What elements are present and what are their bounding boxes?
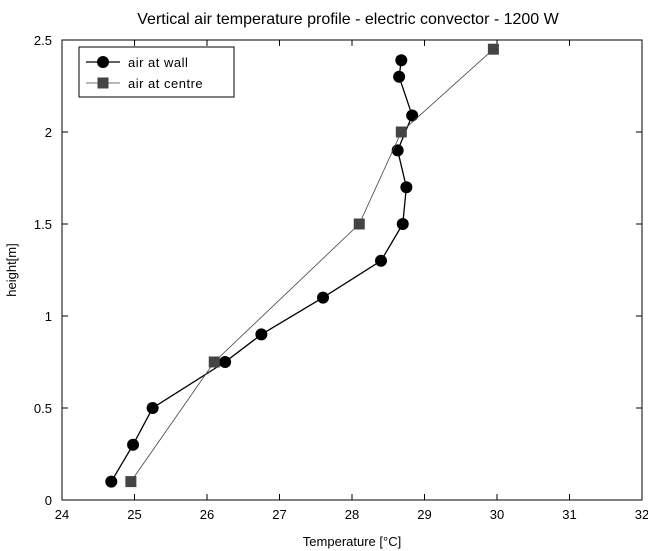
x-tick-label: 27 — [272, 507, 286, 522]
y-tick-label: 1 — [45, 309, 52, 324]
y-tick-label: 0.5 — [34, 401, 52, 416]
legend-marker-air-at-wall — [97, 56, 109, 68]
x-tick-label: 24 — [55, 507, 69, 522]
x-tick-label: 32 — [635, 507, 648, 522]
x-axis-label: Temperature [°C] — [303, 534, 401, 549]
data-point-air-at-wall — [393, 70, 406, 83]
data-point-air-at-wall — [146, 402, 159, 414]
legend-label-air-at-wall: air at wall — [128, 55, 188, 70]
data-point-air-at-centre — [395, 126, 407, 138]
legend-box — [78, 46, 235, 98]
data-point-air-at-wall — [219, 356, 232, 368]
x-tick-label: 28 — [345, 507, 359, 522]
legend: air at wall air at centre — [78, 46, 235, 98]
x-tick-label: 29 — [417, 507, 431, 522]
x-tick-label: 25 — [127, 507, 141, 522]
data-point-air-at-centre — [208, 356, 220, 368]
series-line-air-at-centre — [130, 48, 494, 482]
data-point-air-at-wall — [255, 328, 268, 341]
y-tick-label: 2 — [45, 125, 52, 140]
y-axis: 0 0.5 1 1.5 2 2.5 — [34, 33, 642, 508]
x-axis: 24 25 26 27 28 29 30 31 32 — [55, 40, 648, 522]
data-point-air-at-centre — [125, 476, 137, 488]
data-point-air-at-wall — [105, 475, 118, 488]
plot-frame — [61, 39, 643, 501]
data-point-air-at-wall — [406, 109, 419, 122]
data-point-air-at-wall — [400, 181, 413, 194]
x-tick-label: 26 — [200, 507, 214, 522]
y-tick-label: 1.5 — [34, 217, 52, 232]
legend-marker-air-at-centre — [97, 77, 109, 89]
legend-label-air-at-centre: air at centre — [128, 76, 203, 91]
data-point-air-at-wall — [395, 54, 408, 67]
data-point-air-at-wall — [375, 254, 387, 267]
y-tick-label: 0 — [45, 493, 52, 508]
data-point-air-at-wall — [391, 144, 404, 157]
chart-title: Vertical air temperature profile - elect… — [137, 11, 559, 28]
series-line-air-at-wall — [110, 60, 413, 482]
data-point-air-at-centre — [353, 218, 365, 230]
y-tick-label: 2.5 — [34, 33, 52, 48]
data-point-air-at-wall — [396, 218, 409, 230]
data-point-air-at-wall — [317, 291, 329, 304]
x-tick-label: 31 — [562, 507, 576, 522]
series-layer — [105, 43, 499, 488]
x-tick-label: 30 — [490, 507, 504, 522]
data-point-air-at-centre — [487, 43, 499, 55]
data-point-air-at-wall — [127, 438, 140, 451]
y-axis-label: height[m] — [4, 243, 19, 296]
